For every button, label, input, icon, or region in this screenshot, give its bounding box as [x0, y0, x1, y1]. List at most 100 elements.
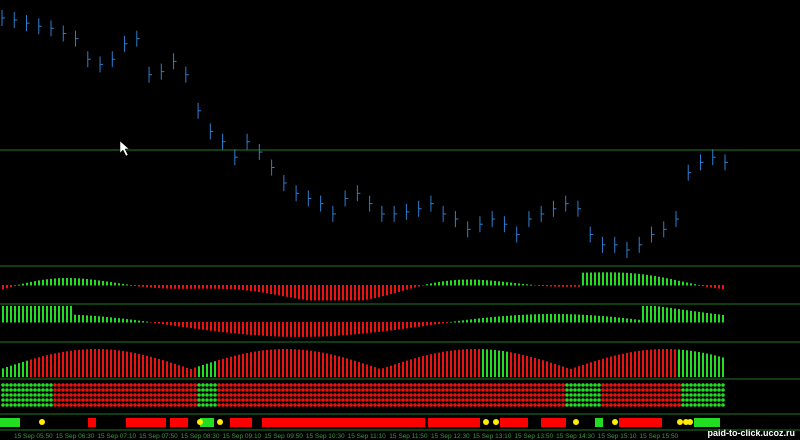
signal-dot: [669, 388, 673, 392]
signal-dot: [353, 393, 357, 397]
strength-bar: [22, 361, 24, 377]
strength-bar: [498, 350, 500, 377]
signal-dot: [693, 403, 697, 407]
strength-bar: [482, 349, 484, 377]
signal-dot: [77, 403, 81, 407]
signal-dot: [65, 383, 69, 387]
oscillator-bar: [130, 319, 132, 323]
signal-dot: [9, 383, 13, 387]
strength-bar: [346, 358, 348, 377]
signal-dot: [533, 398, 537, 402]
strength-bar: [210, 362, 212, 377]
signal-dot: [277, 403, 281, 407]
signal-dot: [613, 383, 617, 387]
signal-dot: [617, 398, 621, 402]
signal-dot: [501, 393, 505, 397]
signal-dot: [241, 388, 245, 392]
signal-dot: [173, 403, 177, 407]
signal-dot: [25, 393, 29, 397]
signal-dot: [73, 403, 77, 407]
signal-dot: [245, 388, 249, 392]
strength-bar: [138, 353, 140, 377]
signal-dot: [129, 388, 133, 392]
signal-dot: [693, 388, 697, 392]
signal-dot: [421, 393, 425, 397]
oscillator-bar: [370, 322, 372, 333]
signal-dot: [101, 388, 105, 392]
oscillator-bar: [470, 279, 472, 286]
signal-dot: [97, 388, 101, 392]
signal-dot: [213, 398, 217, 402]
oscillator-bar: [74, 314, 76, 323]
oscillator-bar: [374, 322, 376, 333]
status-block: [500, 418, 528, 427]
signal-dot: [237, 398, 241, 402]
signal-dot: [537, 393, 541, 397]
oscillator-bar: [710, 285, 712, 288]
signal-dot: [297, 383, 301, 387]
signal-dot: [465, 403, 469, 407]
signal-dot: [533, 393, 537, 397]
signal-dot: [421, 388, 425, 392]
signal-dot: [377, 403, 381, 407]
signal-dot: [329, 388, 333, 392]
signal-dot: [653, 403, 657, 407]
signal-dot: [53, 398, 57, 402]
signal-dot: [369, 383, 373, 387]
oscillator-bar: [506, 315, 508, 323]
signal-dot: [81, 393, 85, 397]
signal-dot: [409, 383, 413, 387]
signal-dot: [193, 403, 197, 407]
signal-dot: [605, 383, 609, 387]
signal-dot: [525, 403, 529, 407]
oscillator-bar: [166, 322, 168, 325]
oscillator-bar: [386, 322, 388, 331]
signal-dot: [17, 388, 21, 392]
signal-dot: [497, 383, 501, 387]
signal-dot: [425, 403, 429, 407]
signal-dot: [57, 393, 61, 397]
oscillator-bar: [394, 285, 396, 294]
signal-dot: [657, 383, 661, 387]
signal-dot: [225, 388, 229, 392]
signal-dot: [637, 398, 641, 402]
signal-dot: [161, 403, 165, 407]
status-block: [595, 418, 603, 427]
signal-dot: [29, 393, 33, 397]
signal-dot: [661, 403, 665, 407]
oscillator-bar: [454, 321, 456, 323]
strength-bar: [282, 349, 284, 377]
signal-dot: [97, 383, 101, 387]
signal-dot: [545, 393, 549, 397]
signal-dot: [557, 398, 561, 402]
signal-dot: [577, 383, 581, 387]
oscillator-bar: [430, 322, 432, 326]
oscillator-bar: [570, 285, 572, 287]
signal-dot: [205, 403, 209, 407]
oscillator-bar: [514, 315, 516, 323]
signal-dot: [301, 388, 305, 392]
signal-dot: [641, 383, 645, 387]
signal-dot: [161, 393, 165, 397]
signal-dot: [669, 393, 673, 397]
signal-dot: [125, 383, 129, 387]
signal-dot: [5, 398, 9, 402]
signal-dot: [225, 393, 229, 397]
signal-dot: [433, 383, 437, 387]
signal-dot: [637, 403, 641, 407]
time-label: 15 Sep 07:10: [97, 433, 136, 440]
signal-dot: [401, 388, 405, 392]
strength-bar: [586, 363, 588, 377]
oscillator-bar: [334, 322, 336, 336]
oscillator-bar: [214, 285, 216, 289]
signal-dot: [101, 383, 105, 387]
signal-dot: [41, 403, 45, 407]
oscillator-bar: [34, 306, 36, 323]
signal-dot: [265, 403, 269, 407]
oscillator-bar: [658, 276, 660, 286]
oscillator-bar: [246, 285, 248, 291]
signal-dot: [289, 398, 293, 402]
signal-dot: [37, 383, 41, 387]
signal-dot: [713, 398, 717, 402]
signal-dot: [49, 398, 53, 402]
